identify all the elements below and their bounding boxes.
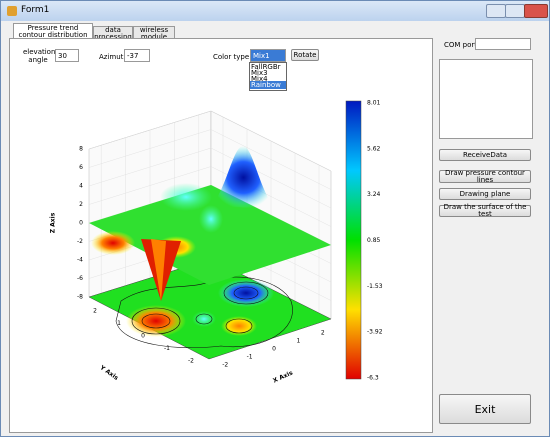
color-type-label: Color type <box>213 53 250 61</box>
dropdown-option[interactable]: Rainbow <box>250 81 286 89</box>
com-port-label: COM port <box>444 41 478 49</box>
colorbar-label: -1.53 <box>367 283 383 290</box>
y-tick-label: 1 <box>117 320 121 327</box>
surface-plane <box>89 185 331 285</box>
contour-blob <box>192 311 216 327</box>
colorbar-label: -6.3 <box>367 375 379 382</box>
y-tick-label: -1 <box>164 345 170 352</box>
title-bar <box>1 1 549 21</box>
surface-peak <box>211 146 276 209</box>
receive-textbox[interactable] <box>439 59 533 139</box>
colorbar-label: -3.92 <box>367 329 383 336</box>
maximize-button[interactable] <box>505 4 525 18</box>
colorbar-label: 0.85 <box>367 237 381 244</box>
z-axis-label: Z Axis <box>50 212 57 233</box>
x-tick-label: 1 <box>296 338 300 345</box>
azimuth-input[interactable]: -37 <box>124 49 150 62</box>
contour-blob <box>126 305 186 337</box>
z-tick-label: -2 <box>77 238 83 245</box>
z-tick-label: 4 <box>79 183 83 190</box>
x-axis-label: X Axis <box>272 369 294 384</box>
elevation-label: elevation angle <box>23 48 56 64</box>
colorbar-label: 8.01 <box>367 100 381 107</box>
app-icon <box>7 6 17 16</box>
window-title: Form1 <box>21 5 50 15</box>
surface-button[interactable]: Draw the surface of the test <box>439 204 531 218</box>
receive-button[interactable]: ReceiveData <box>439 149 531 161</box>
color-type-select[interactable]: Mix1 <box>250 49 286 62</box>
contour-lines <box>115 276 293 349</box>
colorbar-label: 3.24 <box>367 191 381 198</box>
y-tick-label: 0 <box>141 333 145 340</box>
plane-button[interactable]: Drawing plane <box>439 188 531 200</box>
z-tick-label: 6 <box>79 164 83 171</box>
azimuth-label: Azimuth <box>99 53 128 61</box>
x-tick-label: -1 <box>247 354 253 361</box>
exit-button[interactable]: Exit <box>439 394 531 424</box>
surface-bump <box>199 205 223 233</box>
contour-blob <box>218 279 274 307</box>
elevation-input[interactable]: 30 <box>55 49 79 62</box>
z-tick-label: -6 <box>77 275 83 282</box>
surface-bump <box>160 183 212 211</box>
colorbar <box>345 100 362 380</box>
com-port-select[interactable] <box>475 38 531 50</box>
x-tick-label: 0 <box>272 346 276 353</box>
close-button[interactable] <box>524 4 548 18</box>
minimize-button[interactable] <box>486 4 506 18</box>
dropdown-option[interactable]: Mix3 <box>251 69 268 77</box>
surface-dip <box>91 231 135 255</box>
y-tick-label: 2 <box>93 308 97 315</box>
z-tick-label: -4 <box>77 257 83 264</box>
dropdown-option[interactable]: FallRGBr <box>251 63 281 71</box>
x-tick-label: -2 <box>222 362 228 369</box>
x-tick-label: 2 <box>321 330 325 337</box>
contour-button[interactable]: Draw pressure contour lines <box>439 169 531 183</box>
tab[interactable]: data processing <box>93 26 133 41</box>
z-tick-label: -8 <box>77 294 83 301</box>
dropdown-option[interactable]: Mix4 <box>251 75 268 83</box>
rotate-button[interactable]: Rotate <box>291 49 319 61</box>
z-tick-label: 8 <box>79 146 83 153</box>
surface-cone <box>151 239 166 301</box>
z-tick-label: 0 <box>79 220 83 227</box>
plot: Z Axis Y Axis X Axis 8 6 4 2 0 -2 -4 -6 -8 2 1 0 -1 -… <box>50 100 383 385</box>
z-tick-label: 2 <box>79 201 83 208</box>
y-tick-label: -2 <box>188 357 194 364</box>
tab[interactable]: Pressure trend contour distribution <box>13 23 93 39</box>
colorbar-label: 5.62 <box>367 145 381 152</box>
y-axis-label: Y Axis <box>98 364 120 382</box>
